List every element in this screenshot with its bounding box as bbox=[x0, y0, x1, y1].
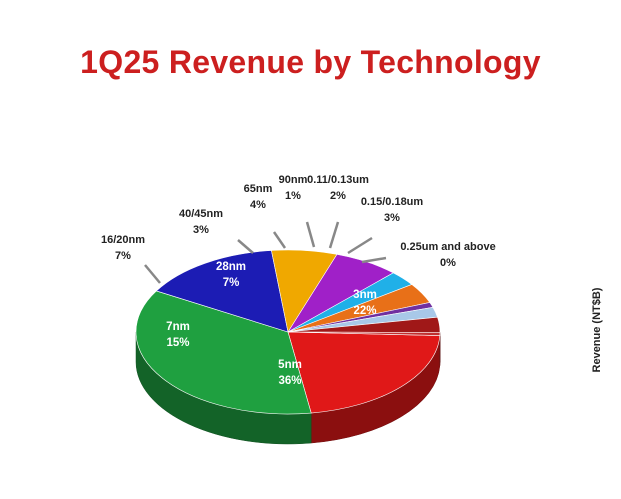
slice-label-7nm: 7nm bbox=[166, 321, 190, 333]
slice-value-0-11-0-13um: 2% bbox=[330, 190, 346, 202]
slice-label-0-25um-and-above: 0.25um and above bbox=[400, 241, 495, 253]
pie-top bbox=[135, 249, 441, 415]
leader-line-90nm bbox=[305, 221, 316, 248]
slice-value-5nm: 36% bbox=[278, 375, 301, 387]
slice-value-65nm: 4% bbox=[250, 199, 266, 211]
pie-labels: 3nm 22% 5nm 36% 7nm 15% 16/20nm 7% 28nm 7% 40/45nm… bbox=[101, 174, 496, 387]
slice-label-65nm: 65nm bbox=[244, 183, 273, 195]
slice-value-3nm: 22% bbox=[353, 305, 376, 317]
slice-value-0-15-0-18um: 3% bbox=[384, 212, 400, 224]
slice-value-28nm: 7% bbox=[223, 277, 240, 289]
slice-value-0-25um-and-above: 0% bbox=[440, 257, 456, 269]
leader-line-0-11-0-13um bbox=[328, 221, 340, 249]
leader-line-0-15-0-18um bbox=[347, 236, 373, 255]
slice-label-0-11-0-13um: 0.11/0.13um bbox=[307, 174, 369, 186]
pie-slice-5nm bbox=[135, 290, 312, 415]
slice-label-3nm: 3nm bbox=[353, 289, 377, 301]
slice-label-5nm: 5nm bbox=[278, 359, 302, 371]
leader-line-40-45nm bbox=[237, 239, 254, 254]
slice-label-0-15-0-18um: 0.15/0.18um bbox=[361, 196, 424, 208]
slice-value-7nm: 15% bbox=[166, 337, 189, 349]
leader-line-16-20nm bbox=[144, 264, 161, 284]
leader-line-65nm bbox=[272, 231, 287, 249]
slice-value-40-45nm: 3% bbox=[193, 224, 209, 236]
pie-slice-3nm bbox=[287, 331, 441, 414]
pie-slice-7nm bbox=[155, 250, 289, 333]
slice-value-16-20nm: 7% bbox=[115, 250, 131, 262]
slice-label-90nm: 90nm bbox=[279, 174, 308, 186]
leader-line-0-25um-and-above bbox=[361, 256, 387, 264]
slice-label-40-45nm: 40/45nm bbox=[179, 208, 223, 220]
pie-slice-0-25um-and-above bbox=[287, 331, 441, 336]
slice-value-90nm: 1% bbox=[285, 190, 301, 202]
chart-title: 1Q25 Revenue by Technology bbox=[80, 44, 541, 80]
slice-label-28nm: 28nm bbox=[216, 261, 246, 273]
slice-label-16-20nm: 16/20nm bbox=[101, 234, 145, 246]
